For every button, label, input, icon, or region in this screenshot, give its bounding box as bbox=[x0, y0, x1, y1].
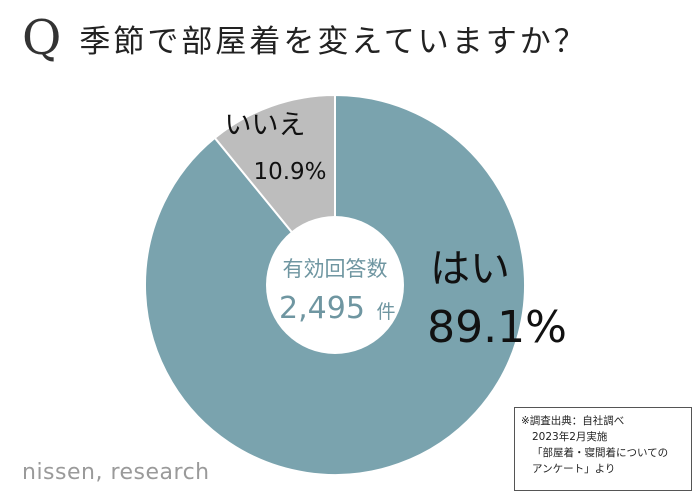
header: Q 季節で部屋着を変えていますか？ bbox=[22, 8, 588, 68]
nissen-research-logo: nissen, research bbox=[22, 460, 210, 485]
source-line-3: 「部屋着・寝間着についての bbox=[532, 447, 669, 459]
slice-label-yes: はい bbox=[430, 246, 510, 292]
question-mark-q: Q bbox=[22, 10, 62, 66]
total-value: 2,495 bbox=[279, 291, 365, 326]
center-label: 有効回答数 bbox=[283, 257, 388, 281]
slice-value-yes: 89.1% bbox=[427, 302, 567, 353]
source-line-2: 2023年2月実施 bbox=[532, 431, 608, 443]
source-line-4: アンケート」より bbox=[532, 463, 616, 475]
slice-label-no: いいえ bbox=[225, 110, 306, 141]
slice-value-no: 10.9% bbox=[253, 159, 326, 185]
survey-question: 季節で部屋着を変えていますか？ bbox=[79, 23, 588, 60]
source-line-1: ※調査出典：自社調べ bbox=[521, 415, 625, 427]
donut-hole bbox=[266, 216, 404, 354]
source-note: ※調査出典：自社調べ 2023年2月実施 「部屋着・寝間着についての アンケート… bbox=[514, 407, 692, 491]
total-unit: 件 bbox=[376, 301, 395, 323]
